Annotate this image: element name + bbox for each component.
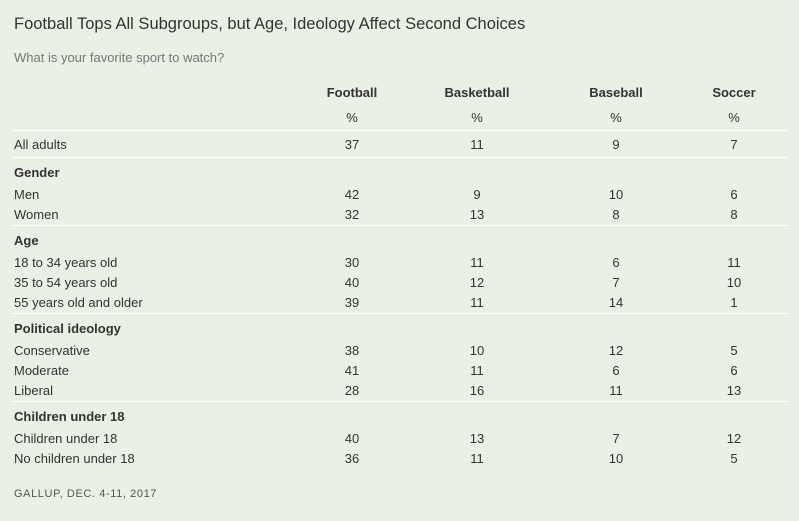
table-row: 55 years old and older 39 11 14 1 (12, 293, 788, 313)
section-heading: Children under 18 (12, 402, 788, 429)
value-cell: 30 (344, 255, 360, 270)
row-label: Women (14, 207, 59, 222)
value-cell: 10 (608, 187, 624, 202)
value-cell: 12 (469, 275, 485, 290)
value-cell: 6 (612, 255, 620, 270)
row-label: All adults (14, 137, 67, 152)
column-unit: % (471, 110, 483, 125)
table-row: Men 42 9 10 6 (12, 185, 788, 205)
table-row: Women 32 13 8 8 (12, 205, 788, 225)
column-unit: % (610, 110, 622, 125)
table-row: No children under 18 36 11 10 5 (12, 449, 788, 469)
table-row: All adults 37 11 9 7 (12, 135, 788, 157)
value-cell: 11 (470, 451, 484, 466)
value-cell: 6 (612, 363, 620, 378)
value-cell: 11 (470, 295, 484, 310)
section-heading: Political ideology (12, 314, 788, 341)
column-header-football: Football (326, 85, 378, 100)
section-heading: Age (12, 226, 788, 253)
value-cell: 12 (608, 343, 624, 358)
row-label: Men (14, 187, 40, 202)
row-label: Moderate (14, 363, 69, 378)
value-cell: 13 (726, 383, 742, 398)
chart-subtitle: What is your favorite sport to watch? (14, 50, 225, 65)
table-section: Gender Men 42 9 10 6 Women 32 13 8 8 (12, 157, 788, 225)
value-cell: 11 (470, 363, 484, 378)
chart-title: Football Tops All Subgroups, but Age, Id… (14, 15, 526, 33)
value-cell: 6 (730, 363, 738, 378)
value-cell: 5 (730, 451, 738, 466)
value-cell: 41 (344, 363, 360, 378)
table-row: Moderate 41 11 6 6 (12, 361, 788, 381)
table-body: All adults 37 11 9 7 Gender Men 42 9 10 6 Women 32 13… (12, 135, 788, 469)
value-cell: 13 (469, 431, 485, 446)
value-cell: 16 (469, 383, 485, 398)
value-cell: 38 (344, 343, 360, 358)
column-unit: % (728, 110, 740, 125)
value-cell: 13 (469, 207, 485, 222)
value-cell: 36 (344, 451, 360, 466)
row-label: 55 years old and older (14, 295, 143, 310)
section-heading-label: Political ideology (14, 321, 121, 336)
value-cell: 39 (344, 295, 360, 310)
value-cell: 9 (473, 187, 481, 202)
value-cell: 1 (730, 295, 738, 310)
row-label: Liberal (14, 383, 54, 398)
value-cell: 6 (730, 187, 738, 202)
table-row: 18 to 34 years old 30 11 6 11 (12, 253, 788, 273)
value-cell: 11 (470, 137, 484, 152)
value-cell: 7 (612, 431, 620, 446)
column-header-soccer: Soccer (712, 85, 756, 100)
value-cell: 40 (344, 431, 360, 446)
value-cell: 7 (730, 137, 738, 152)
value-cell: 32 (344, 207, 360, 222)
row-label: Conservative (14, 343, 90, 358)
table-header: Football Basketball Baseball Soccer % % … (12, 78, 788, 131)
section-heading: Gender (12, 158, 788, 185)
data-table: Football Basketball Baseball Soccer % % … (12, 78, 788, 469)
value-cell: 10 (726, 275, 742, 290)
table-row: Liberal 28 16 11 13 (12, 381, 788, 401)
table-section: Political ideology Conservative 38 10 12 5 Mod… (12, 313, 788, 401)
value-cell: 11 (727, 255, 741, 270)
row-label: Children under 18 (14, 431, 118, 446)
column-header-baseball: Baseball (589, 85, 643, 100)
value-cell: 12 (726, 431, 742, 446)
value-cell: 10 (469, 343, 485, 358)
value-cell: 5 (730, 343, 738, 358)
section-heading-label: Age (14, 233, 39, 248)
section-heading-label: Children under 18 (14, 409, 125, 424)
value-cell: 7 (612, 275, 620, 290)
source-note: GALLUP, DEC. 4-11, 2017 (14, 488, 158, 500)
row-label: 35 to 54 years old (14, 275, 118, 290)
table-section: Age 18 to 34 years old 30 11 6 11 35 to 54 yea… (12, 225, 788, 313)
value-cell: 10 (608, 451, 624, 466)
table-row: Conservative 38 10 12 5 (12, 341, 788, 361)
value-cell: 8 (612, 207, 620, 222)
table-row: Children under 18 40 13 7 12 (12, 429, 788, 449)
section-heading-label: Gender (14, 165, 60, 180)
value-cell: 40 (344, 275, 360, 290)
row-label: No children under 18 (14, 451, 135, 466)
value-cell: 14 (608, 295, 624, 310)
value-cell: 28 (344, 383, 360, 398)
value-cell: 11 (470, 255, 484, 270)
table-section: Children under 18 Children under 18 40 13 7 1… (12, 401, 788, 469)
table-row: 35 to 54 years old 40 12 7 10 (12, 273, 788, 293)
value-cell: 11 (609, 383, 623, 398)
column-header-basketball: Basketball (444, 85, 510, 100)
value-cell: 37 (344, 137, 360, 152)
value-cell: 42 (344, 187, 360, 202)
value-cell: 9 (612, 137, 620, 152)
value-cell: 8 (730, 207, 738, 222)
row-label: 18 to 34 years old (14, 255, 118, 270)
column-unit: % (346, 110, 358, 125)
